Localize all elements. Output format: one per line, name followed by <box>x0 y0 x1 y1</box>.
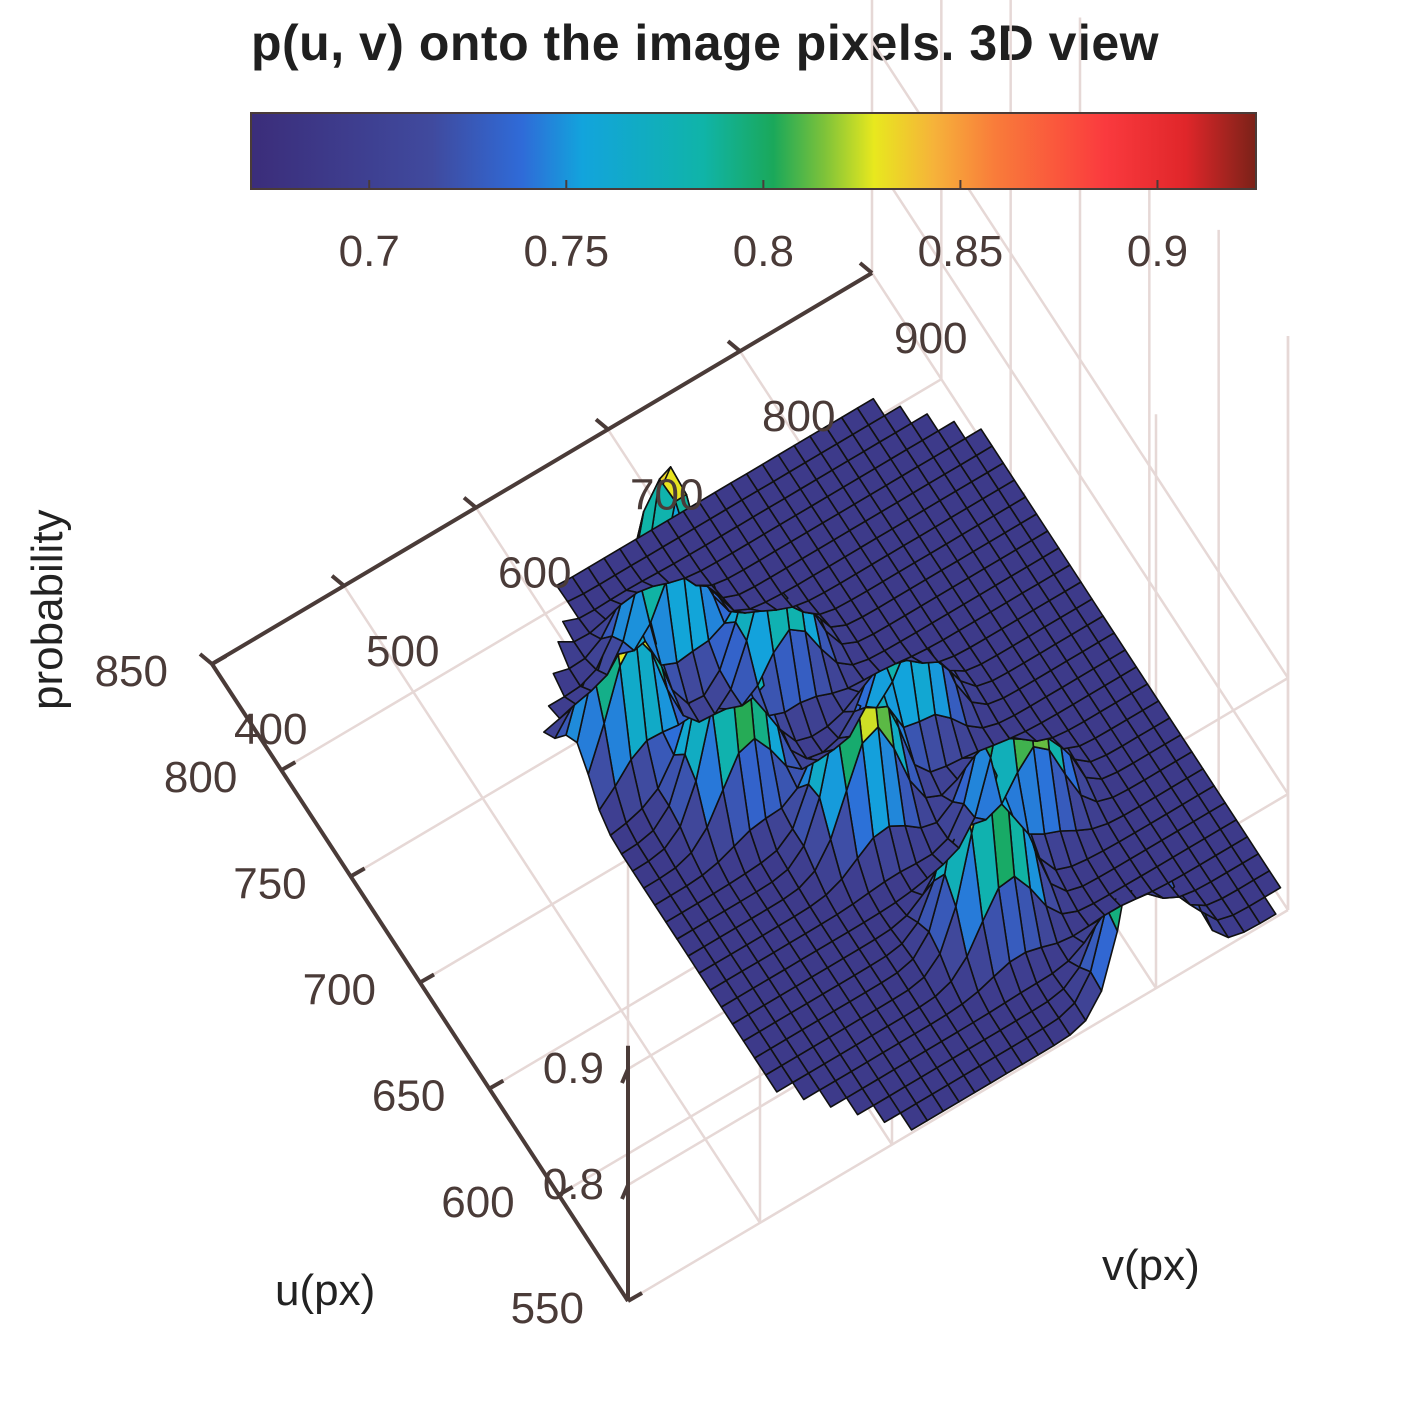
u-tick <box>280 760 297 772</box>
v-tick-label: 600 <box>498 549 571 598</box>
surface-mesh <box>542 397 1282 1131</box>
v-tick-label: 400 <box>234 705 307 754</box>
u-tick-label: 550 <box>511 1284 584 1333</box>
surface-cell <box>555 576 585 603</box>
chart-title: p(u, v) onto the image pixels. 3D view <box>250 15 1160 71</box>
colorbar-tick-label: 0.85 <box>918 227 1004 276</box>
v-tick-label: 700 <box>630 470 703 519</box>
colorbar-tick-label: 0.8 <box>733 227 794 276</box>
u-tick <box>211 654 227 666</box>
v-tick-label: 500 <box>366 627 439 676</box>
v-tick <box>858 261 874 275</box>
u-tick-label: 700 <box>303 966 376 1015</box>
colorbar-gradient <box>250 112 1257 190</box>
u-tick <box>349 866 366 879</box>
colorbar-tick-label: 0.9 <box>1127 227 1188 276</box>
v-tick <box>726 339 742 353</box>
axis-tick-labels: 550 600 650 700 750 800 850 400 500 600 700 800 900 0… <box>95 314 968 1333</box>
grid-line <box>870 156 1290 795</box>
z-tick <box>620 1068 630 1084</box>
probability-axis-label: probability <box>23 509 72 710</box>
v-tick <box>462 496 478 510</box>
v-axis-line <box>210 271 874 666</box>
v-tick <box>594 417 610 431</box>
grid-line <box>627 908 1289 1303</box>
u-tick <box>419 972 435 985</box>
u-tick-label: 850 <box>95 647 168 696</box>
colorbar: 0.7 0.75 0.8 0.85 0.9 <box>250 112 1257 276</box>
axes <box>198 261 874 1303</box>
colorbar-ticks: 0.7 0.75 0.8 0.85 0.9 <box>339 180 1188 276</box>
colorbar-tick-label: 0.7 <box>339 227 400 276</box>
u-tick <box>627 1291 643 1303</box>
u-tick-label: 800 <box>164 753 237 802</box>
v-tick <box>330 574 346 588</box>
u-tick-label: 600 <box>441 1178 514 1227</box>
z-tick-label: 0.9 <box>543 1044 604 1093</box>
v-tick <box>198 652 214 666</box>
colorbar-tick-label: 0.75 <box>523 227 609 276</box>
u-tick-label: 650 <box>372 1072 445 1121</box>
v-tick-label: 800 <box>762 392 835 441</box>
u-axis-label: u(px) <box>275 1266 375 1315</box>
u-tick-label: 750 <box>233 859 306 908</box>
z-tick <box>620 1184 630 1200</box>
u-tick <box>557 1185 574 1197</box>
v-tick-label: 900 <box>894 314 967 363</box>
v-axis-label: v(px) <box>1102 1241 1200 1290</box>
u-tick <box>488 1078 505 1091</box>
z-tick-label: 0.8 <box>543 1160 604 1209</box>
